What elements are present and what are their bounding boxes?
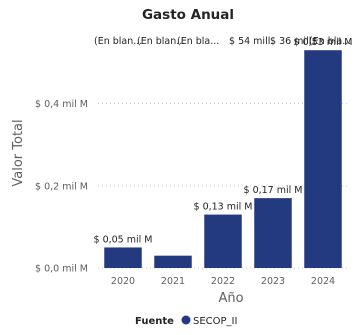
legend: Fuente SECOP_II: [135, 315, 237, 327]
y-tick-label: $ 0,4 mil M: [35, 99, 88, 110]
top-label: $ 36 mill.: [270, 36, 314, 47]
x-tick-label: 2023: [261, 276, 285, 287]
data-label-2023: $ 0,17 mil M: [244, 185, 303, 196]
data-labels: $ 0,05 mil M $ 0,13 mil M $ 0,17 mil M $ 0,…: [94, 37, 353, 245]
bar-2023[interactable]: [254, 198, 292, 268]
x-tick-label: 2021: [161, 276, 185, 287]
top-label: (En blan...: [137, 36, 185, 47]
top-labels-row: (En blan...(En blan...(En bla... $ 54 mil…: [94, 36, 351, 47]
legend-label-secop-ii[interactable]: SECOP_II: [193, 316, 237, 327]
bar-2020[interactable]: [104, 247, 142, 268]
bars: [104, 50, 342, 268]
top-label: (En bla...: [177, 36, 219, 47]
legend-title: Fuente: [135, 316, 174, 327]
top-label: (En blan...: [94, 36, 142, 47]
y-tick-label: $ 0,0 mil M: [35, 264, 88, 275]
chart-title: Gasto Anual: [142, 7, 234, 23]
legend-marker-secop-ii[interactable]: [181, 315, 191, 325]
data-label-2020: $ 0,05 mil M: [94, 234, 153, 245]
data-label-2024: $ 0,53 mil M: [294, 37, 353, 48]
bar-2022[interactable]: [204, 214, 242, 268]
x-axis-title: Año: [218, 291, 243, 306]
y-axis-title: Valor Total: [11, 119, 26, 186]
x-tick-label: 2024: [311, 276, 335, 287]
y-axis-ticks: $ 0,0 mil M $ 0,2 mil M $ 0,4 mil M: [35, 99, 88, 274]
bar-2021[interactable]: [154, 255, 192, 268]
x-tick-label: 2022: [211, 276, 235, 287]
bar-2024[interactable]: [304, 50, 342, 268]
data-label-2022: $ 0,13 mil M: [194, 202, 253, 213]
top-label: $ 54 mill.: [229, 36, 273, 47]
top-label: (En bla...: [309, 36, 351, 47]
x-axis-ticks: 2020 2021 2022 2023 2024: [111, 276, 335, 287]
y-tick-label: $ 0,2 mil M: [35, 181, 88, 192]
x-tick-label: 2020: [111, 276, 135, 287]
